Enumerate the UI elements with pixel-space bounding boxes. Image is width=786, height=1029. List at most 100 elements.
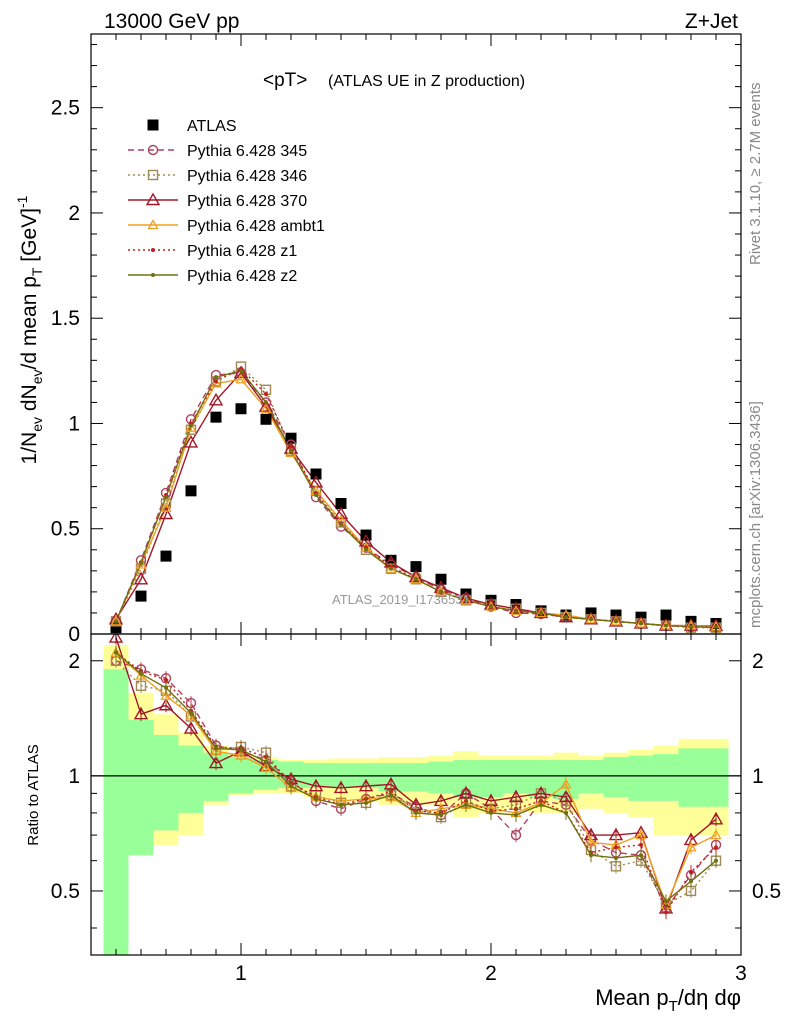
data-point-ambt1	[410, 573, 422, 584]
ratio-y-tick-label: 0.5	[752, 880, 781, 903]
data-point-z2	[139, 560, 143, 565]
legend-item-345: Pythia 6.428 345	[128, 143, 307, 160]
data-point-ambt1	[110, 615, 122, 626]
data-point-ambt1	[160, 501, 172, 512]
ratio-point-z1	[689, 870, 693, 875]
legend-item-346: Pythia 6.428 346	[128, 168, 307, 185]
ratio-point-z2	[514, 813, 518, 818]
data-point-z2	[214, 375, 218, 380]
data-point-370	[633, 616, 649, 629]
mcplots-label: mcplots.cern.ch [arXiv:1306.3436]	[747, 401, 764, 628]
data-point-ambt1	[585, 613, 597, 624]
x-tick-label: 3	[735, 962, 747, 985]
ratio-point-z2	[714, 858, 718, 863]
data-point-ambt1	[610, 615, 622, 626]
ratio-point-ambt1	[710, 829, 722, 840]
legend-marker-z2	[151, 273, 155, 277]
ratio-point-z2	[414, 810, 418, 815]
data-point-z2	[464, 598, 468, 603]
legend-item-370: Pythia 6.428 370	[128, 192, 307, 210]
data-point-ATLAS	[660, 609, 672, 621]
ratio-point-z2	[639, 853, 643, 858]
y-tick-label: 2	[68, 202, 80, 225]
ratio-point-z2	[689, 879, 693, 884]
legend-label: Pythia 6.428 z1	[187, 243, 297, 260]
inner-band-bin	[153, 734, 179, 831]
data-point-ATLAS	[335, 497, 347, 509]
ratio-point-ambt1	[560, 778, 572, 789]
data-point-ambt1	[210, 377, 222, 388]
data-point-ATLAS	[235, 403, 247, 415]
data-point-ambt1	[635, 617, 647, 628]
data-point-z2	[114, 619, 118, 624]
ratio-point-z2	[214, 746, 218, 751]
data-point-370	[258, 399, 274, 412]
data-point-z2	[489, 604, 493, 609]
legend-item-z2: Pythia 6.428 z2	[128, 268, 297, 285]
ratio-point-z2	[314, 796, 318, 801]
x-tick-label: 1	[235, 962, 247, 985]
data-point-ambt1	[260, 402, 272, 413]
data-point-z2	[564, 615, 568, 620]
data-point-z2	[589, 617, 593, 622]
ratio-point-345	[510, 829, 522, 841]
inner-band-bin	[103, 669, 129, 955]
ratio-point-370	[208, 755, 224, 769]
data-point-ambt1	[510, 605, 522, 615]
rivet-version-label: Rivet 3.1.10, ≥ 2.7M events	[747, 83, 764, 266]
legend-item-ATLAS: ATLAS	[147, 118, 237, 135]
data-point-z2	[339, 522, 343, 527]
legend-marker-345	[147, 144, 159, 156]
data-point-z1	[214, 379, 218, 384]
data-point-370	[333, 506, 349, 520]
inner-band-bin	[228, 757, 254, 794]
ratio-y-tick-label: 2	[68, 650, 80, 673]
data-point-z2	[614, 619, 618, 624]
ratio-point-z2	[614, 855, 618, 860]
data-point-z2	[539, 610, 543, 615]
ratio-point-z2	[114, 650, 118, 655]
data-point-z2	[164, 495, 168, 500]
legend-marker-ATLAS	[147, 119, 159, 131]
data-point-370	[508, 601, 524, 614]
data-point-370	[283, 441, 299, 454]
data-point-z1	[289, 444, 293, 449]
data-point-ambt1	[460, 594, 472, 605]
ratio-point-z2	[539, 802, 543, 807]
data-point-z2	[714, 625, 718, 630]
inner-band-bin	[403, 763, 429, 792]
y-tick-label: 2.5	[51, 97, 80, 120]
legend-marker-370	[145, 192, 161, 206]
legend-item-z1: Pythia 6.428 z1	[128, 243, 297, 260]
x-tick-label: 2	[485, 962, 497, 985]
data-point-ambt1	[135, 558, 147, 569]
ratio-point-z1	[614, 845, 618, 850]
y-tick-label: 0.5	[51, 518, 80, 541]
data-point-ATLAS	[135, 590, 147, 602]
inner-band-bin	[678, 748, 704, 807]
data-point-370	[483, 597, 499, 610]
ratio-point-z2	[439, 813, 443, 818]
data-point-ambt1	[185, 421, 197, 432]
y-tick-label: 1.5	[51, 307, 80, 330]
ratio-y-tick-label: 1	[752, 765, 764, 788]
ratio-point-370	[508, 789, 524, 803]
data-point-345	[260, 397, 272, 408]
inner-band-bin	[478, 760, 504, 798]
legend-marker-ambt1	[147, 219, 159, 230]
data-point-z2	[389, 566, 393, 571]
ratio-point-370	[558, 789, 574, 803]
data-point-ambt1	[285, 447, 297, 458]
ratio-y-tick-label: 2	[752, 650, 764, 673]
ratio-plot-panel	[91, 634, 741, 955]
data-point-370	[208, 392, 224, 406]
data-point-370	[233, 365, 249, 379]
ratio-point-z1	[164, 678, 168, 683]
data-point-z2	[239, 368, 243, 373]
inner-band-bin	[503, 760, 529, 794]
data-point-z2	[189, 423, 193, 428]
data-point-z2	[289, 448, 293, 453]
ratio-point-z2	[389, 793, 393, 798]
data-point-370	[108, 611, 124, 625]
